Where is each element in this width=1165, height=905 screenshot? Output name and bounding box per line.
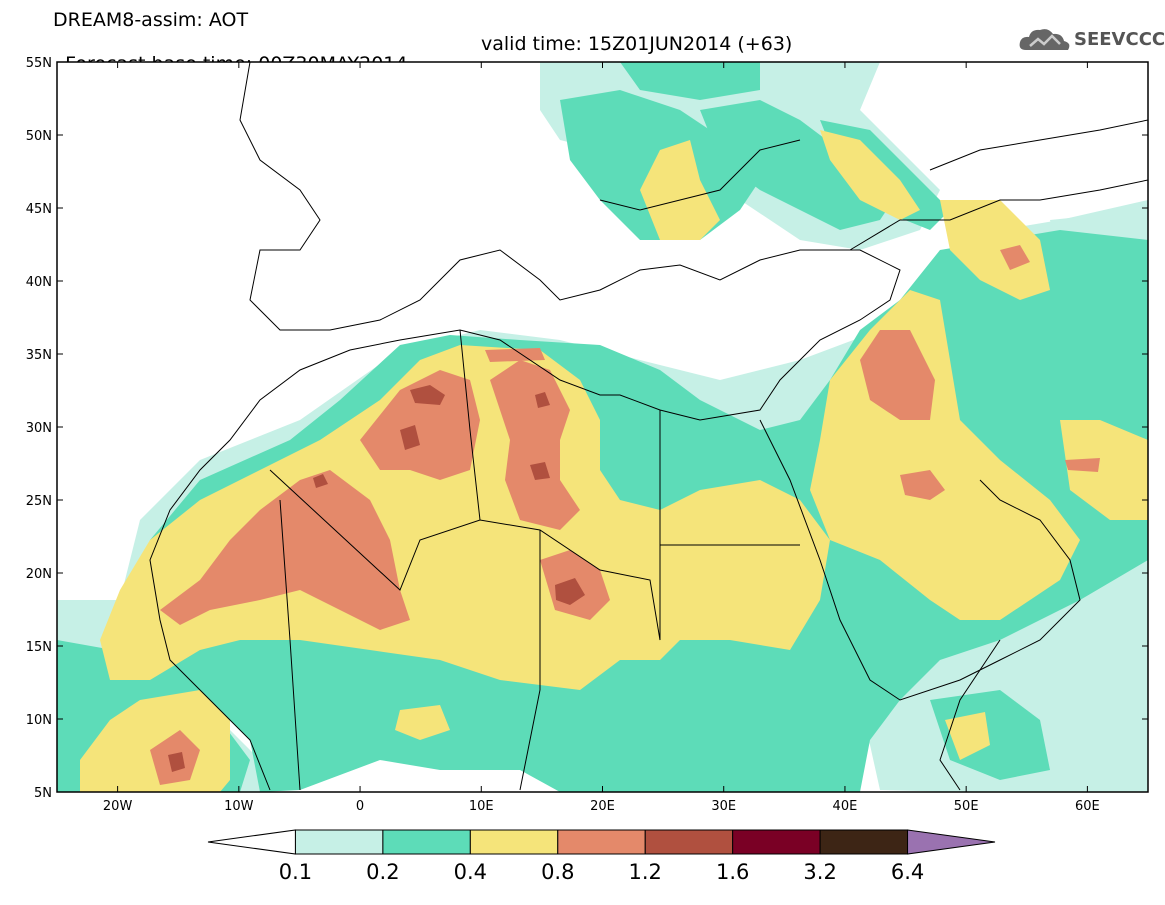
lat-label-45N: 45N (26, 202, 52, 217)
coastlines (149, 62, 1148, 791)
valid-time: valid time: 15Z01JUN2014 (+63) (481, 33, 793, 55)
lat-label-15N: 15N (26, 640, 52, 655)
lon-label-10W: 10W (224, 799, 254, 814)
lat-label-5N: 5N (34, 786, 52, 801)
lat-label-50N: 50N (26, 129, 52, 144)
logo-text: SEEVCCC (1074, 29, 1165, 50)
lat-label-55N: 55N (26, 56, 52, 71)
lon-label-0: 0 (356, 799, 364, 814)
lat-label-40N: 40N (26, 275, 52, 290)
lon-label-10E: 10E (469, 799, 494, 814)
colorbar-label-1.6: 1.6 (716, 860, 749, 884)
colorbar-label-0.2: 0.2 (366, 860, 399, 884)
colorbar-label-0.1: 0.1 (279, 860, 312, 884)
colorbar-swatch-8 (907, 829, 996, 855)
colorbar (207, 829, 996, 855)
aot-contours (57, 62, 1148, 792)
lat-label-30N: 30N (26, 421, 52, 436)
lon-label-20W: 20W (103, 799, 133, 814)
lat-label-35N: 35N (26, 348, 52, 363)
longitude-labels: 20W 10W 0 10E 20E 30E 40E 50E 60E (103, 799, 1100, 814)
colorbar-label-0.4: 0.4 (454, 860, 487, 884)
latitude-labels: 55N 50N 45N 40N 35N 30N 25N 20N 15N 10N 5N (26, 56, 52, 801)
map-title: DREAM8-assim: AOT (53, 9, 249, 31)
aot-level-0-8 (150, 245, 1100, 785)
lat-label-20N: 20N (26, 567, 52, 582)
lat-label-10N: 10N (26, 713, 52, 728)
colorbar-swatch-0 (207, 829, 296, 855)
colorbar-swatch-6 (732, 829, 821, 855)
lon-label-60E: 60E (1075, 799, 1100, 814)
colorbar-swatch-7 (819, 829, 909, 855)
colorbar-swatch-2 (382, 829, 471, 855)
seevccc-logo: SEEVCCC (1018, 24, 1165, 58)
colorbar-swatch-5 (644, 829, 734, 855)
colorbar-label-6.4: 6.4 (891, 860, 924, 884)
colorbar-label-1.2: 1.2 (629, 860, 662, 884)
colorbar-swatch-1 (294, 829, 384, 855)
lon-label-20E: 20E (590, 799, 615, 814)
axis-ticks (57, 61, 1148, 793)
colorbar-labels: 0.1 0.2 0.4 0.8 1.2 1.6 3.2 6.4 (279, 860, 925, 884)
colorbar-swatch-4 (557, 829, 646, 855)
lon-label-30E: 30E (711, 799, 736, 814)
colorbar-label-0.8: 0.8 (541, 860, 574, 884)
lon-label-50E: 50E (954, 799, 979, 814)
colorbar-label-3.2: 3.2 (803, 860, 836, 884)
aot-level-1-2 (168, 385, 585, 772)
lat-label-25N: 25N (26, 494, 52, 509)
cloud-icon (1019, 29, 1070, 50)
lon-label-40E: 40E (833, 799, 858, 814)
colorbar-swatch-3 (469, 829, 559, 855)
